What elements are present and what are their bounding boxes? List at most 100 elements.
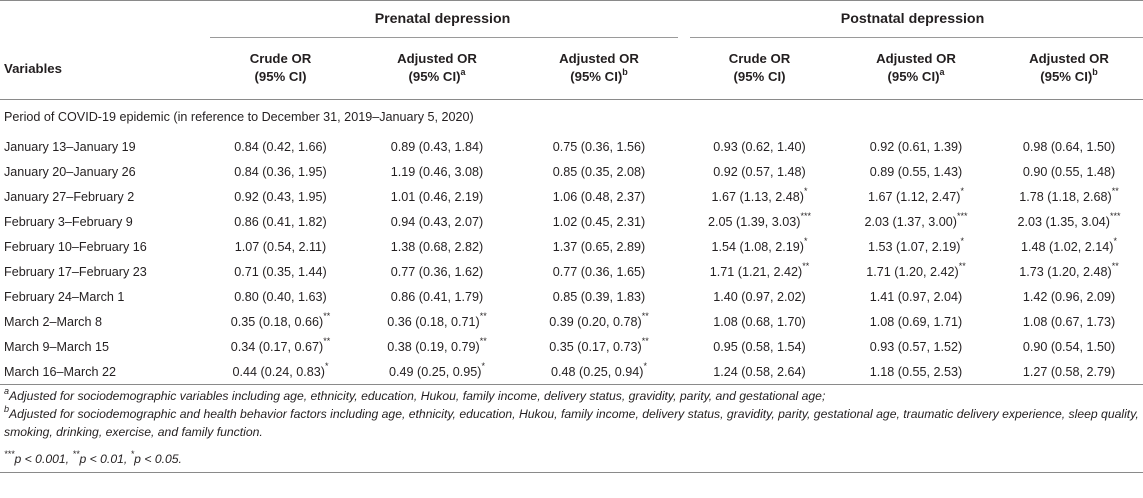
row-label: February 24–March 1 [4, 289, 125, 304]
table-cell: 0.92 (0.57, 1.48) [682, 159, 837, 184]
table-row: January 13–January 19 0.84 (0.42, 1.66) 0.… [0, 134, 1143, 159]
table-cell: 0.85 (0.39, 1.83) [516, 284, 682, 309]
significance-marker: ** [641, 336, 649, 347]
table-cell: 0.90 (0.55, 1.48) [995, 159, 1143, 184]
table-bottom-rule [0, 384, 1143, 385]
cell-value: 0.85 (0.35, 2.08) [552, 164, 646, 179]
table-cell: 1.53 (1.07, 2.19)* [837, 234, 995, 259]
cell-value: 1.08 (0.67, 1.73) [1022, 314, 1116, 329]
significance-marker: ** [323, 311, 331, 322]
table-cell: 1.67 (1.13, 2.48)* [682, 184, 837, 209]
row-label: March 2–March 8 [4, 314, 102, 329]
significance-marker: * [960, 236, 964, 247]
section-label: Period of COVID-19 epidemic (in referenc… [4, 109, 474, 124]
table-row: March 16–March 22 0.44 (0.24, 0.83)* 0.49 … [0, 359, 1143, 384]
cell-value: 0.35 (0.17, 0.73) [549, 339, 642, 354]
cell-value: 0.84 (0.36, 1.95) [234, 164, 327, 179]
significance-marker: *** [800, 211, 811, 222]
table-cell: 0.92 (0.43, 1.95) [203, 184, 358, 209]
table-row: February 3–February 9 0.86 (0.41, 1.82) 0.… [0, 209, 1143, 234]
significance-marker: * [803, 186, 808, 197]
group-header-prenatal: Prenatal depression [374, 10, 511, 27]
cell-value: 0.77 (0.36, 1.65) [552, 264, 646, 279]
col-header-postnatal-adjusted-a: Adjusted OR (95% CI)a [876, 51, 956, 84]
cell-value: 1.40 (0.97, 2.02) [713, 289, 806, 304]
table-cell: 1.38 (0.68, 2.82) [358, 234, 516, 259]
table-cell: 1.02 (0.45, 2.31) [516, 209, 682, 234]
footnote-b: bAdjusted for sociodemographic and healt… [4, 403, 1139, 439]
table-cell: 0.94 (0.43, 2.07) [358, 209, 516, 234]
cell-value: 0.80 (0.40, 1.63) [234, 289, 327, 304]
cell-value: 0.92 (0.61, 1.39) [869, 139, 963, 154]
cell-value: 1.01 (0.46, 2.19) [390, 189, 484, 204]
table-cell: 1.01 (0.46, 2.19) [358, 184, 516, 209]
significance-marker: * [803, 236, 808, 247]
significance-marker: ** [802, 261, 810, 272]
significance-marker: *** [956, 211, 968, 222]
cell-value: 0.85 (0.39, 1.83) [552, 289, 646, 304]
row-label: January 27–February 2 [4, 189, 135, 204]
table-top-rule [0, 0, 1143, 1]
cell-value: 0.86 (0.41, 1.79) [390, 289, 484, 304]
cell-value: 0.89 (0.43, 1.84) [390, 139, 484, 154]
table-cell: 1.78 (1.18, 2.68)** [995, 184, 1143, 209]
table-cell: 0.85 (0.35, 2.08) [516, 159, 682, 184]
table-cell: 1.41 (0.97, 2.04) [837, 284, 995, 309]
table-cell: 1.07 (0.54, 2.11) [203, 234, 358, 259]
cell-value: 1.42 (0.96, 2.09) [1022, 289, 1116, 304]
table-row: February 10–February 16 1.07 (0.54, 2.11)… [0, 234, 1143, 259]
cell-value: 1.78 (1.18, 2.68) [1019, 189, 1112, 204]
cell-value: 0.92 (0.43, 1.95) [234, 189, 327, 204]
row-label: March 9–March 15 [4, 339, 109, 354]
table-cell: 1.48 (1.02, 2.14)* [995, 234, 1143, 259]
row-label: January 13–January 19 [4, 139, 136, 154]
col-header-prenatal-crude: Crude OR (95% CI) [249, 51, 312, 84]
cell-value: 2.03 (1.35, 3.04) [1017, 214, 1110, 229]
cell-value: 1.07 (0.54, 2.11) [234, 239, 327, 254]
row-label: February 3–February 9 [4, 214, 133, 229]
significance-marker: ** [479, 311, 487, 322]
cell-value: 0.36 (0.18, 0.71) [387, 314, 480, 329]
cell-value: 0.35 (0.18, 0.66) [230, 314, 324, 329]
cell-value: 2.05 (1.39, 3.03) [708, 214, 801, 229]
significance-marker: * [324, 361, 329, 372]
cell-value: 0.94 (0.43, 2.07) [390, 214, 484, 229]
table-cell: 1.27 (0.58, 2.79) [995, 359, 1143, 384]
cell-value: 0.95 (0.58, 1.54) [713, 339, 806, 354]
table-cell: 2.03 (1.35, 3.04)*** [995, 209, 1143, 234]
cell-value: 1.18 (0.55, 2.53) [869, 364, 963, 379]
row-label: February 17–February 23 [4, 264, 147, 279]
table-cell: 0.89 (0.55, 1.43) [837, 159, 995, 184]
table-row: January 27–February 2 0.92 (0.43, 1.95) 1.… [0, 184, 1143, 209]
table-cell: 1.08 (0.67, 1.73) [995, 309, 1143, 334]
postnatal-group-rule [690, 37, 1143, 38]
significance-marker: ** [323, 336, 331, 347]
cell-value: 1.71 (1.21, 2.42) [709, 264, 803, 279]
table-cell: 0.89 (0.43, 1.84) [358, 134, 516, 159]
table-cell: 0.36 (0.18, 0.71)** [358, 309, 516, 334]
cell-value: 0.39 (0.20, 0.78) [549, 314, 642, 329]
cell-value: 1.48 (1.02, 2.14) [1021, 239, 1114, 254]
prenatal-group-rule [210, 37, 678, 38]
table-cell: 1.42 (0.96, 2.09) [995, 284, 1143, 309]
table-cell: 1.06 (0.48, 2.37) [516, 184, 682, 209]
row-label: January 20–January 26 [4, 164, 136, 179]
cell-value: 2.03 (1.37, 3.00) [864, 214, 957, 229]
table-cell: 1.71 (1.20, 2.42)** [837, 259, 995, 284]
cell-value: 0.92 (0.57, 1.48) [713, 164, 806, 179]
table-cell: 0.49 (0.25, 0.95)* [358, 359, 516, 384]
table-cell: 0.35 (0.17, 0.73)** [516, 334, 682, 359]
cell-value: 0.84 (0.42, 1.66) [234, 139, 327, 154]
table-cell: 0.80 (0.40, 1.63) [203, 284, 358, 309]
cell-value: 0.75 (0.36, 1.56) [552, 139, 646, 154]
significance-marker: ** [958, 261, 966, 272]
odds-ratio-table: Prenatal depression Postnatal depression… [0, 10, 1143, 384]
cell-value: 0.44 (0.24, 0.83) [232, 364, 325, 379]
cell-value: 0.71 (0.35, 1.44) [234, 264, 327, 279]
table-row: March 2–March 8 0.35 (0.18, 0.66)** 0.36 (… [0, 309, 1143, 334]
row-label: March 16–March 22 [4, 364, 116, 379]
table-cell: 0.84 (0.42, 1.66) [203, 134, 358, 159]
cell-value: 1.06 (0.48, 2.37) [552, 189, 646, 204]
variables-header: Variables [4, 60, 62, 76]
